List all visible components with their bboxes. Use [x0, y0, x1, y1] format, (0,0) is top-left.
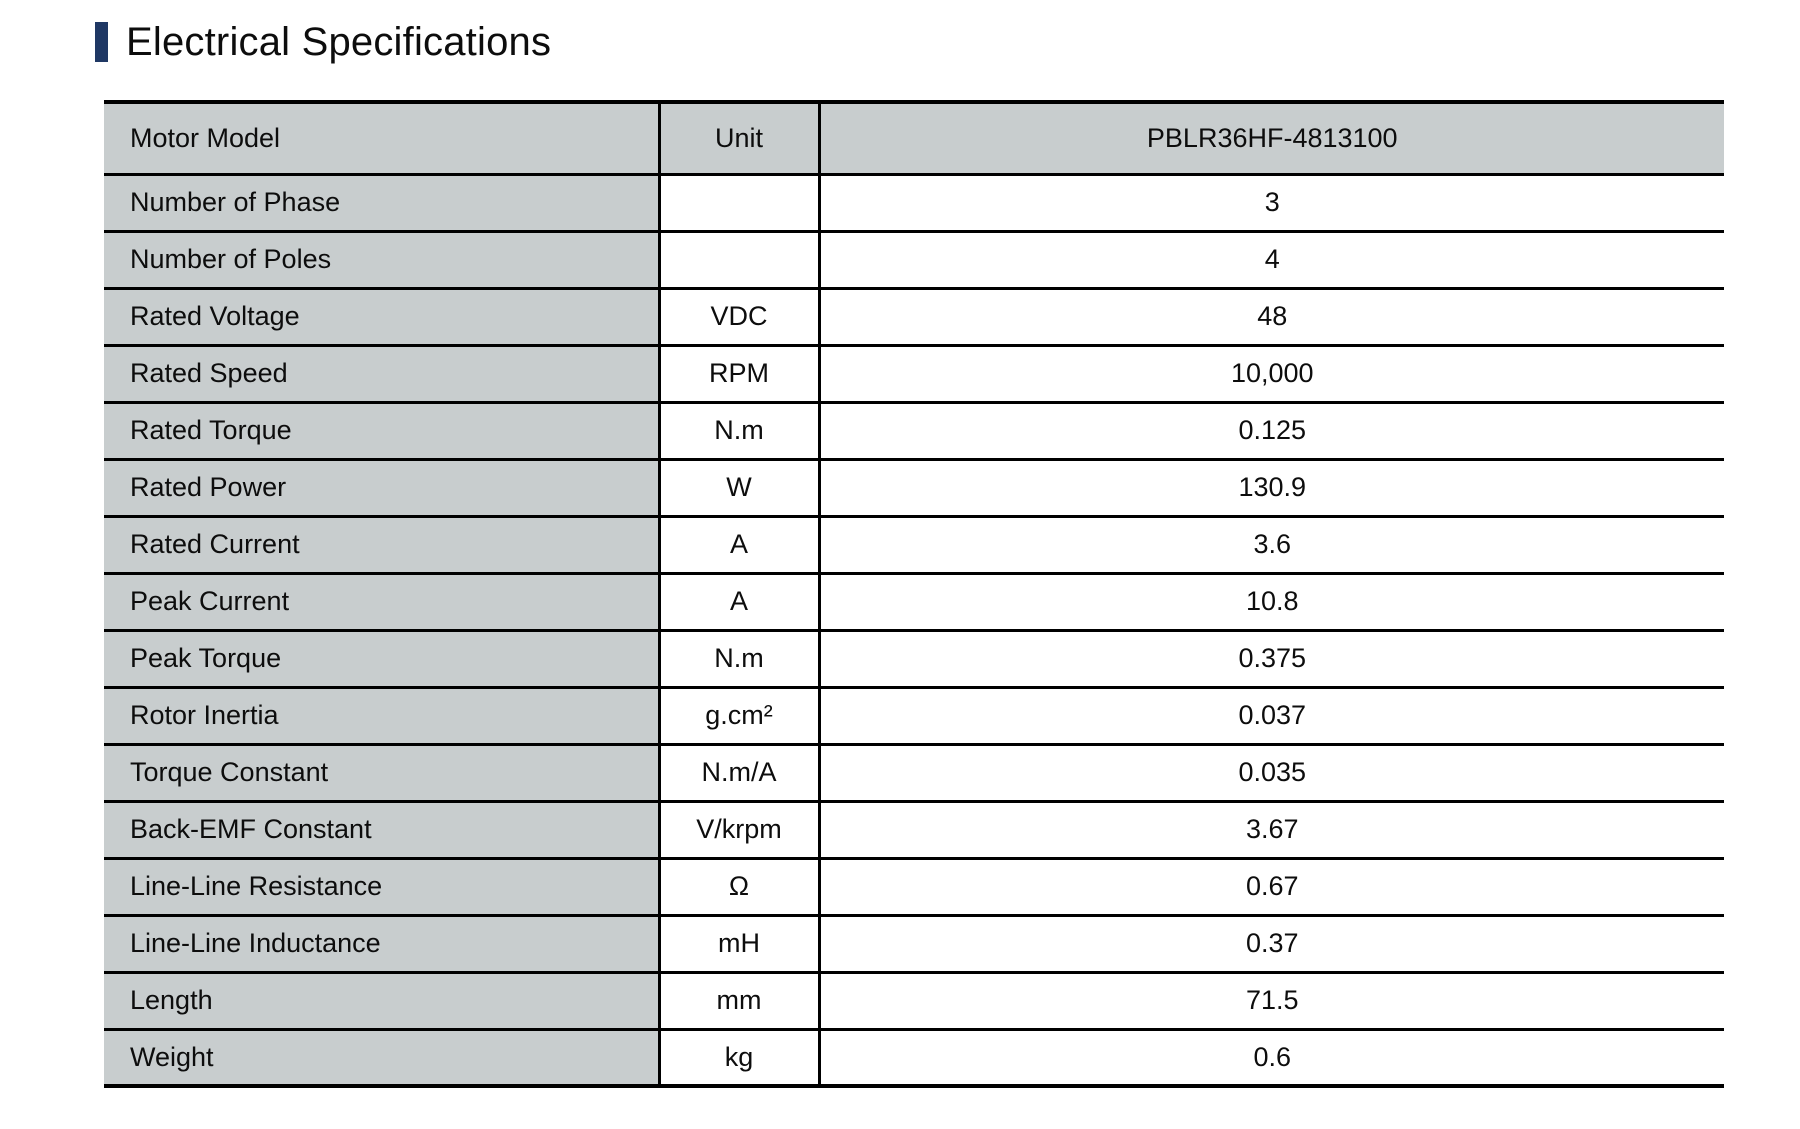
- row-parameter-name: Length: [104, 970, 661, 1031]
- table-body: Motor Model Unit PBLR36HF-4813100 Number…: [104, 100, 1724, 1088]
- row-parameter-unit: RPM: [659, 343, 821, 404]
- row-parameter-name: Rotor Inertia: [104, 685, 661, 746]
- page-title-label: Electrical Specifications: [126, 20, 552, 64]
- table-row: Rated Current A 3.6: [104, 514, 1724, 575]
- row-parameter-value: 0.125: [819, 400, 1724, 461]
- row-parameter-unit: W: [659, 457, 821, 518]
- row-parameter-value: 0.035: [819, 742, 1724, 803]
- table-header-row: Motor Model Unit PBLR36HF-4813100: [104, 100, 1724, 176]
- table-row: Torque Constant N.m/A 0.035: [104, 742, 1724, 803]
- title-accent-bar: [95, 22, 108, 62]
- row-parameter-name: Line-Line Inductance: [104, 913, 661, 974]
- row-parameter-unit: [659, 172, 821, 233]
- row-parameter-name: Line-Line Resistance: [104, 856, 661, 917]
- table-row: Rotor Inertia g.cm² 0.037: [104, 685, 1724, 746]
- row-parameter-unit: N.m/A: [659, 742, 821, 803]
- table-row: Number of Poles 4: [104, 229, 1724, 290]
- row-parameter-name: Rated Power: [104, 457, 661, 518]
- table-row: Rated Voltage VDC 48: [104, 286, 1724, 347]
- row-parameter-unit: A: [659, 514, 821, 575]
- row-parameter-name: Weight: [104, 1027, 661, 1088]
- row-parameter-unit: [659, 229, 821, 290]
- row-parameter-value: 3.6: [819, 514, 1724, 575]
- row-parameter-name: Peak Current: [104, 571, 661, 632]
- table-row: Peak Torque N.m 0.375: [104, 628, 1724, 689]
- row-parameter-name: Back-EMF Constant: [104, 799, 661, 860]
- row-parameter-unit: mH: [659, 913, 821, 974]
- table-row: Back-EMF Constant V/krpm 3.67: [104, 799, 1724, 860]
- row-parameter-unit: Ω: [659, 856, 821, 917]
- row-parameter-value: 4: [819, 229, 1724, 290]
- row-parameter-value: 0.6: [819, 1027, 1724, 1088]
- page-title: Electrical Specifications: [95, 18, 551, 66]
- table-row: Rated Speed RPM 10,000: [104, 343, 1724, 404]
- row-parameter-unit: A: [659, 571, 821, 632]
- row-parameter-value: 130.9: [819, 457, 1724, 518]
- row-parameter-unit: VDC: [659, 286, 821, 347]
- row-parameter-name: Rated Speed: [104, 343, 661, 404]
- row-parameter-unit: N.m: [659, 628, 821, 689]
- row-parameter-name: Number of Poles: [104, 229, 661, 290]
- table-row: Rated Power W 130.9: [104, 457, 1724, 518]
- row-parameter-unit: N.m: [659, 400, 821, 461]
- header-motor-model: Motor Model: [104, 100, 661, 176]
- header-model-value: PBLR36HF-4813100: [819, 100, 1724, 176]
- row-parameter-value: 3.67: [819, 799, 1724, 860]
- row-parameter-name: Peak Torque: [104, 628, 661, 689]
- row-parameter-value: 48: [819, 286, 1724, 347]
- table-row: Line-Line Resistance Ω 0.67: [104, 856, 1724, 917]
- row-parameter-name: Rated Current: [104, 514, 661, 575]
- row-parameter-unit: g.cm²: [659, 685, 821, 746]
- row-parameter-value: 10.8: [819, 571, 1724, 632]
- row-parameter-value: 0.67: [819, 856, 1724, 917]
- row-parameter-name: Torque Constant: [104, 742, 661, 803]
- electrical-specifications-table: Motor Model Unit PBLR36HF-4813100 Number…: [104, 100, 1724, 1088]
- row-parameter-value: 71.5: [819, 970, 1724, 1031]
- row-parameter-name: Rated Voltage: [104, 286, 661, 347]
- row-parameter-name: Number of Phase: [104, 172, 661, 233]
- row-parameter-unit: V/krpm: [659, 799, 821, 860]
- row-parameter-unit: mm: [659, 970, 821, 1031]
- table-row: Number of Phase 3: [104, 172, 1724, 233]
- row-parameter-value: 0.375: [819, 628, 1724, 689]
- row-parameter-value: 0.037: [819, 685, 1724, 746]
- row-parameter-unit: kg: [659, 1027, 821, 1088]
- row-parameter-value: 0.37: [819, 913, 1724, 974]
- header-unit: Unit: [659, 100, 821, 176]
- row-parameter-value: 10,000: [819, 343, 1724, 404]
- row-parameter-name: Rated Torque: [104, 400, 661, 461]
- table-row: Line-Line Inductance mH 0.37: [104, 913, 1724, 974]
- table-row: Peak Current A 10.8: [104, 571, 1724, 632]
- table-row: Length mm 71.5: [104, 970, 1724, 1031]
- row-parameter-value: 3: [819, 172, 1724, 233]
- table-row: Rated Torque N.m 0.125: [104, 400, 1724, 461]
- table-row: Weight kg 0.6: [104, 1027, 1724, 1088]
